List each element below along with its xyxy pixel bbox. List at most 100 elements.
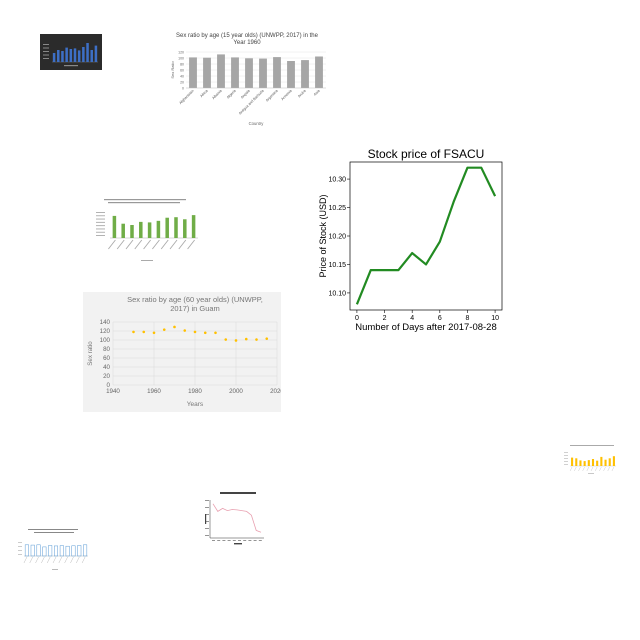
x-tick-label: 6 bbox=[438, 315, 442, 322]
y-tick-label: 140 bbox=[100, 319, 111, 326]
title-line-2: 2017) in Guam bbox=[170, 304, 220, 313]
sex-ratio-15-svg: Sex ratio by age (15 year olds) (UNWPP, … bbox=[170, 33, 326, 126]
x-tick-stub bbox=[603, 466, 606, 472]
x-tick-stub bbox=[76, 556, 80, 564]
bar bbox=[203, 57, 211, 88]
scatter-point bbox=[183, 329, 187, 332]
scatter-point bbox=[244, 337, 248, 341]
x-tick-stub bbox=[58, 556, 63, 564]
x-tick-label: Asia bbox=[313, 89, 321, 97]
pink-line-thumbnail-svg bbox=[205, 492, 264, 545]
bar bbox=[36, 544, 41, 557]
bar bbox=[94, 45, 98, 62]
bar bbox=[77, 545, 82, 557]
scatter-point bbox=[265, 337, 269, 340]
bar bbox=[90, 50, 93, 62]
bar bbox=[174, 217, 178, 238]
y-tick-label: 120 bbox=[178, 50, 184, 54]
x-tick-label: 1980 bbox=[188, 388, 202, 395]
y-tick-label: 40 bbox=[180, 74, 184, 78]
scatter-point bbox=[142, 330, 146, 334]
x-tick-stub bbox=[586, 466, 590, 472]
sex-ratio-thumbnail-chart bbox=[16, 526, 90, 572]
bar bbox=[600, 456, 603, 466]
x-tick-label: Albania bbox=[211, 89, 222, 100]
x-label-stub bbox=[234, 543, 242, 545]
y-tick-stub bbox=[96, 225, 105, 227]
bar bbox=[54, 545, 58, 557]
y-tick-stub bbox=[96, 231, 105, 233]
dark-thumbnail-svg bbox=[43, 43, 98, 67]
legend-stub bbox=[43, 58, 49, 59]
y-tick-stub bbox=[205, 521, 209, 522]
bar bbox=[121, 223, 125, 238]
x-tick-stub bbox=[611, 466, 615, 472]
y-label-stub bbox=[205, 514, 207, 524]
x-tick-stub bbox=[70, 556, 74, 564]
bar bbox=[259, 58, 267, 88]
bar bbox=[65, 545, 70, 557]
bar bbox=[77, 50, 81, 62]
x-tick-stub bbox=[152, 239, 160, 250]
scatter-point bbox=[162, 328, 166, 331]
scatter-point bbox=[173, 325, 176, 329]
guam-scatter-svg: Sex ratio by age (60 year olds) (UNWPP, 2… bbox=[87, 295, 281, 408]
bar bbox=[273, 57, 281, 88]
x-tick-stub bbox=[248, 540, 252, 541]
x-tick-label: Armenia bbox=[280, 89, 292, 101]
bar bbox=[245, 58, 253, 88]
x-tick-stub bbox=[582, 466, 585, 472]
bar bbox=[575, 458, 578, 466]
y-tick-stub bbox=[564, 461, 568, 462]
x-tick-stub bbox=[232, 540, 236, 541]
bar bbox=[24, 544, 29, 557]
y-tick-label: 10.10 bbox=[328, 290, 346, 297]
bar bbox=[596, 460, 599, 466]
bar bbox=[82, 47, 85, 62]
x-tick-stub bbox=[599, 466, 602, 472]
x-tick-stub bbox=[108, 239, 116, 250]
y-axis-label: Sex Ratio bbox=[170, 61, 175, 79]
y-tick-label: 10.15 bbox=[328, 262, 346, 269]
y-tick-label: 60 bbox=[103, 355, 110, 362]
y-tick-label: 10.30 bbox=[328, 177, 346, 184]
x-tick-stub bbox=[160, 239, 169, 250]
y-tick-stub bbox=[96, 235, 105, 236]
x-tick-stub bbox=[258, 540, 262, 541]
bar bbox=[571, 457, 574, 466]
x-tick-stub bbox=[178, 239, 187, 250]
bar bbox=[130, 225, 134, 238]
x-tick-stub bbox=[46, 556, 51, 564]
x-tick-stub bbox=[578, 466, 581, 472]
bar bbox=[30, 544, 35, 557]
title-line-2: Year 1960 bbox=[233, 40, 261, 46]
x-tick-stub bbox=[187, 239, 195, 250]
y-tick-stub bbox=[18, 546, 22, 547]
x-tick-stub bbox=[64, 556, 68, 564]
x-tick-label: Angola bbox=[240, 89, 251, 100]
green-population-chart bbox=[86, 196, 202, 264]
y-tick-stub bbox=[564, 455, 568, 456]
bar bbox=[69, 49, 73, 62]
bar bbox=[587, 460, 590, 466]
y-tick-stub bbox=[96, 221, 105, 223]
title-stub bbox=[34, 532, 74, 533]
x-label-stub bbox=[588, 473, 594, 474]
y-tick-label: 10.25 bbox=[328, 205, 346, 212]
x-tick-label: Antigua and Barbuda bbox=[238, 89, 265, 116]
y-tick-stub bbox=[564, 458, 568, 459]
bar bbox=[48, 545, 53, 557]
scatter-point bbox=[132, 330, 135, 334]
x-label-stub bbox=[141, 260, 153, 261]
x-axis-label: Number of Days after 2017-08-28 bbox=[355, 322, 497, 333]
bar bbox=[608, 458, 611, 466]
x-tick-label: Algeria bbox=[226, 89, 237, 100]
scatter-point bbox=[152, 331, 156, 335]
y-tick-stub bbox=[564, 452, 568, 453]
x-tick-label: 4 bbox=[410, 315, 414, 322]
x-tick-label: 10 bbox=[491, 315, 499, 322]
y-tick-stub bbox=[96, 215, 105, 217]
bar bbox=[591, 459, 595, 466]
x-tick-stub bbox=[29, 556, 33, 564]
y-tick-stub bbox=[205, 535, 209, 536]
